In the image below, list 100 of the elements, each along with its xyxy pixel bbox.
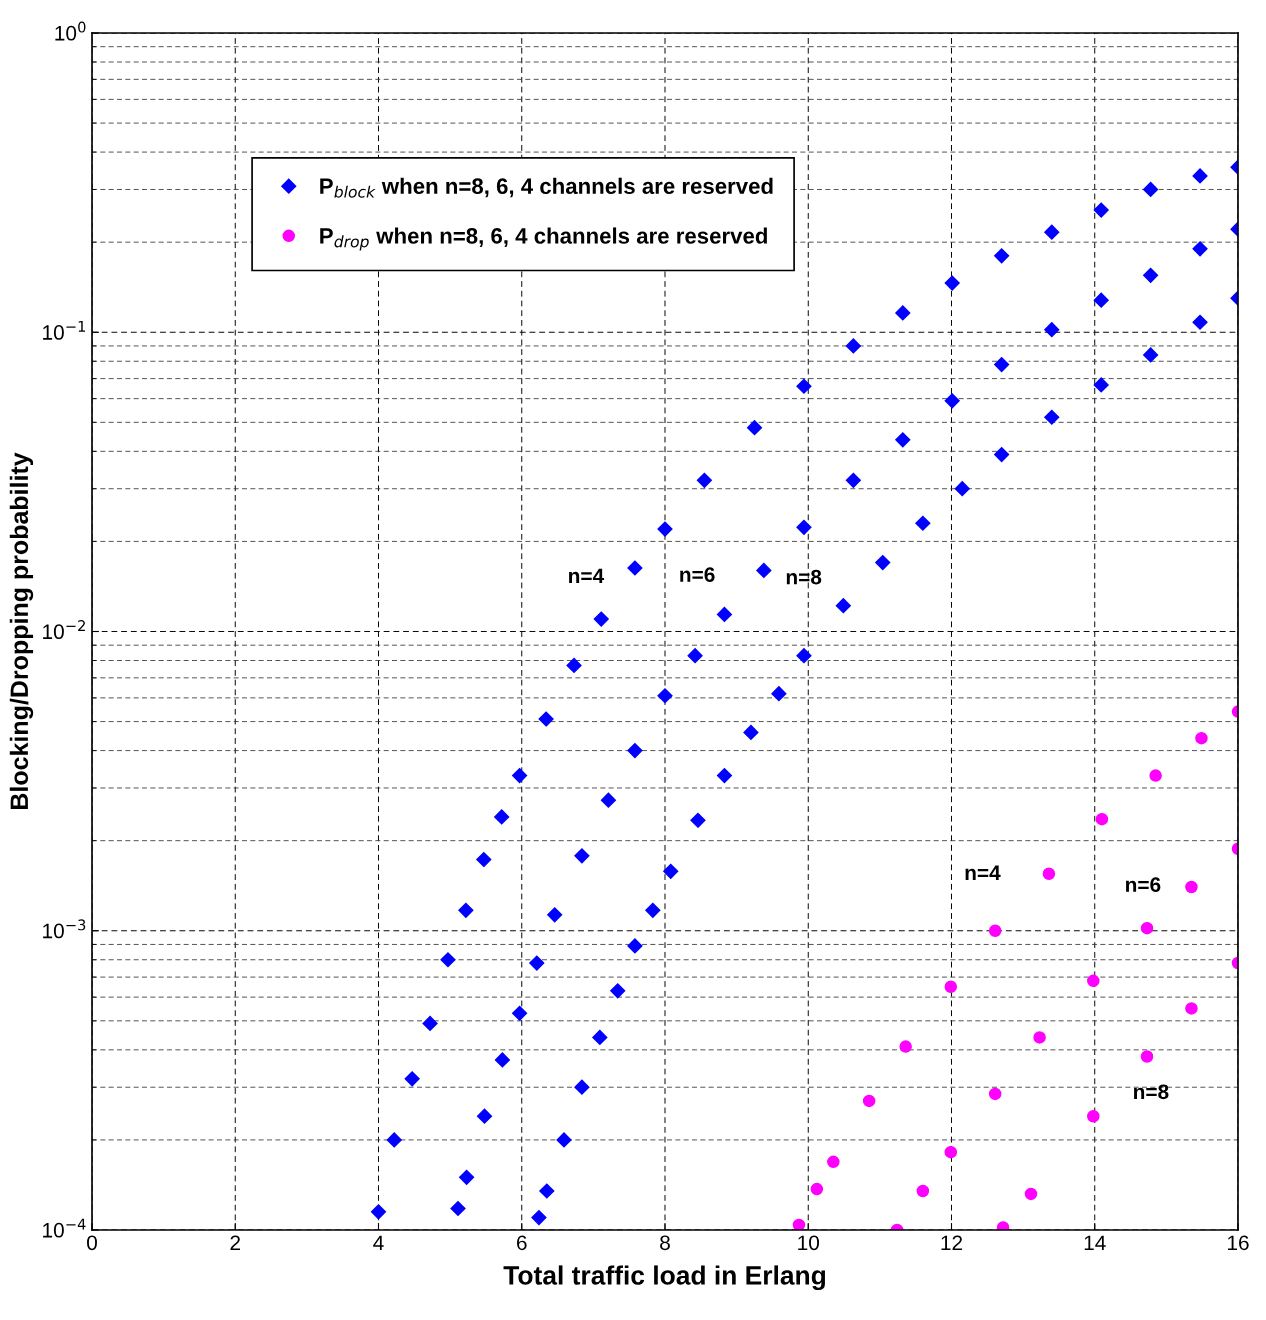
annotation: n=8 (786, 569, 822, 585)
point (1185, 1002, 1198, 1015)
point (988, 1087, 1002, 1101)
point (771, 686, 787, 702)
point (627, 560, 643, 576)
y-axis-title: Blocking/Dropping probability (9, 452, 34, 809)
x-tick-label: 6 (517, 1235, 527, 1251)
point (547, 907, 563, 923)
point (512, 768, 528, 784)
point (696, 472, 712, 488)
point (539, 1183, 555, 1199)
annotation: n=6 (680, 567, 715, 583)
point (916, 1184, 930, 1198)
point (1087, 974, 1100, 988)
annotation: n=8 (1134, 1084, 1169, 1100)
x-tick-label: 2 (230, 1235, 240, 1250)
point (944, 275, 960, 291)
point (1093, 202, 1109, 218)
point (1042, 867, 1056, 881)
point (538, 711, 554, 727)
point (1143, 347, 1159, 363)
point (1087, 1109, 1100, 1123)
point (845, 338, 861, 354)
point (810, 1182, 824, 1196)
point (440, 952, 456, 968)
point (875, 554, 891, 571)
point (593, 611, 609, 627)
point (895, 432, 911, 448)
point (690, 812, 706, 828)
point (610, 983, 626, 999)
point (663, 863, 679, 879)
point (944, 393, 960, 409)
legend-label: P$_{drop}$ when n=8, 6, 4 channels are reserved (320, 227, 767, 251)
point (1185, 880, 1198, 894)
y-tick-label: 10$^{−4}$ (43, 1218, 86, 1238)
point (627, 938, 643, 954)
point (1044, 224, 1060, 240)
x-axis-title: Total traffic load in Erlang (503, 1265, 826, 1291)
point (370, 1204, 387, 1220)
annotation: n=6 (1126, 877, 1161, 893)
point (845, 472, 861, 488)
point (422, 1015, 438, 1032)
point (476, 1108, 493, 1124)
point (657, 521, 673, 537)
point (1143, 267, 1159, 283)
point (657, 688, 673, 704)
point (529, 955, 545, 971)
point (792, 1218, 806, 1230)
point (1192, 241, 1208, 257)
point (1093, 292, 1109, 308)
y-tick-label: 10$^{−1}$ (43, 321, 86, 340)
point (994, 248, 1010, 264)
point (743, 724, 759, 740)
x-tick-label: 8 (660, 1235, 670, 1251)
point (716, 606, 733, 623)
point (1140, 1050, 1154, 1063)
point (627, 743, 643, 759)
x-tick-label: 14 (1084, 1235, 1106, 1250)
point (899, 1040, 912, 1053)
point (512, 1005, 528, 1021)
point (944, 980, 958, 993)
point (556, 1132, 572, 1148)
point (494, 1052, 510, 1068)
x-tick-label: 4 (373, 1235, 384, 1250)
point (835, 598, 851, 614)
x-tick-label: 12 (941, 1235, 963, 1250)
point (1192, 314, 1208, 330)
annotation: n=4 (569, 568, 605, 584)
point (458, 902, 474, 918)
point (1033, 1031, 1046, 1044)
point (574, 1079, 590, 1095)
y-tick-label: 10$^{−3}$ (43, 919, 86, 939)
point (994, 356, 1010, 373)
point (687, 648, 703, 664)
point (862, 1094, 876, 1108)
point (1095, 812, 1109, 826)
point (386, 1132, 402, 1148)
point (531, 1210, 547, 1226)
point (592, 1029, 608, 1046)
point (796, 519, 812, 535)
point (1044, 409, 1060, 425)
point (915, 515, 931, 531)
point (450, 1200, 466, 1217)
point (827, 1155, 840, 1169)
point (459, 1169, 475, 1185)
point (895, 305, 911, 321)
point (944, 1145, 958, 1159)
point (716, 768, 733, 784)
x-tick-label: 16 (1228, 1235, 1249, 1251)
point (476, 851, 492, 868)
point (1140, 921, 1154, 935)
point (600, 792, 616, 808)
annotation: n=4 (965, 865, 1001, 880)
x-tick-label: 0 (87, 1235, 97, 1251)
point (1143, 181, 1159, 198)
y-tick-label: 10$^{0}$ (55, 21, 86, 41)
point (1195, 731, 1208, 745)
point (574, 848, 590, 864)
point (796, 648, 812, 664)
point (746, 420, 763, 436)
